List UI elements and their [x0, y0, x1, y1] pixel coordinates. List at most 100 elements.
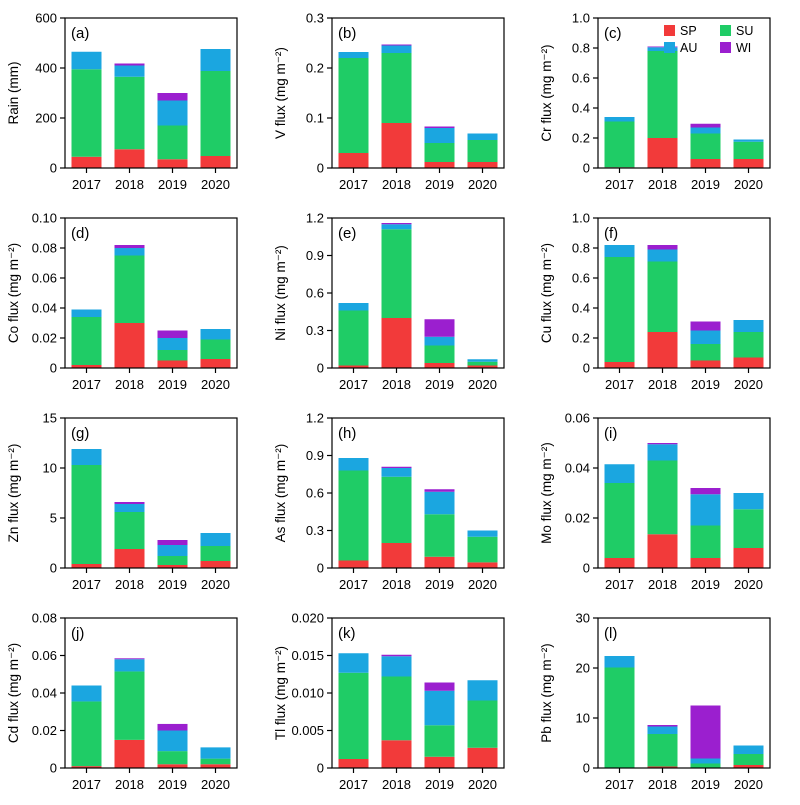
panel-label: (d)	[71, 225, 89, 242]
bar-segment-su-2017	[604, 667, 635, 768]
bar-segment-sp-2017	[604, 362, 635, 368]
bar-segment-au-2020	[733, 745, 764, 754]
panel-k: 0 0.005 0.010 0.015 0.020 2017 2018 2019 2020 (k)…	[273, 611, 505, 792]
x-tick-label: 2018	[115, 177, 144, 192]
bar-segment-wi-2018	[114, 658, 145, 660]
panel-label: (g)	[71, 425, 89, 442]
panel-h: 0 0.3 0.6 0.9 1.2 2017 2018 2019 2020 (h) As flux …	[273, 411, 505, 592]
bar-segment-au-2019	[690, 494, 721, 526]
bar-segment-wi-2019	[424, 126, 455, 128]
bar-segment-su-2017	[71, 317, 102, 365]
bar-segment-sp-2018	[647, 766, 678, 768]
bar-segment-sp-2017	[338, 365, 369, 368]
bar-segment-au-2017	[604, 656, 635, 668]
panel-label: (k)	[338, 625, 356, 642]
y-axis-label: As flux (mg m⁻²)	[273, 444, 288, 543]
bar-segment-su-2017	[604, 257, 635, 362]
bar-segment-au-2018	[381, 656, 412, 677]
bar-segment-sp-2019	[690, 558, 721, 568]
bar-segment-wi-2018	[647, 725, 678, 727]
bar-segment-sp-2017	[338, 560, 369, 568]
bar-segment-wi-2018	[647, 46, 678, 48]
bar-segment-sp-2020	[467, 747, 498, 768]
bar-segment-su-2018	[381, 676, 412, 741]
legend-swatch-wi	[720, 42, 731, 53]
panel-e: 0 0.3 0.6 0.9 1.2 2017 2018 2019 2020 (e) Ni flux …	[273, 211, 505, 392]
plot-frame	[597, 417, 771, 569]
x-tick-label: 2019	[158, 377, 187, 392]
bar-segment-sp-2019	[424, 756, 455, 768]
y-tick-label: 15	[43, 411, 57, 426]
bar-segment-sp-2020	[200, 359, 231, 368]
panel-label: (l)	[604, 625, 617, 642]
panel-f: 0 0.2 0.4 0.6 0.8 1.0 2017 2018 2019 2020 (f) Cu fl…	[539, 211, 771, 392]
plot-frame	[64, 217, 238, 369]
panel-label: (e)	[338, 225, 356, 242]
bar-segment-su-2018	[381, 53, 412, 123]
bar-segment-au-2019	[690, 758, 721, 764]
y-tick-label: 0	[583, 161, 590, 176]
x-tick-label: 2017	[339, 177, 368, 192]
bar-segment-su-2018	[381, 476, 412, 543]
y-tick-label: 0.02	[32, 331, 57, 346]
x-tick-label: 2017	[72, 577, 101, 592]
panel-label: (i)	[604, 425, 617, 442]
x-tick-label: 2017	[605, 577, 634, 592]
bar-segment-su-2020	[733, 754, 764, 765]
y-tick-label: 0	[317, 161, 324, 176]
y-tick-label: 0.04	[32, 686, 57, 701]
bar-segment-su-2018	[647, 734, 678, 767]
x-tick-label: 2020	[201, 777, 230, 792]
x-tick-label: 2019	[691, 377, 720, 392]
y-tick-label: 0.005	[291, 723, 324, 738]
x-tick-label: 2019	[425, 377, 454, 392]
bar-segment-su-2018	[647, 51, 678, 138]
bar-segment-sp-2020	[733, 765, 764, 768]
x-tick-label: 2019	[158, 777, 187, 792]
y-tick-label: 10	[576, 711, 590, 726]
panel-j: 0 0.02 0.04 0.06 0.08 2017 2018 2019 2020 (j) Cd f…	[6, 611, 238, 792]
y-tick-label: 0.02	[32, 723, 57, 738]
bar-segment-sp-2019	[424, 162, 455, 168]
y-tick-label: 0.015	[291, 648, 324, 663]
y-tick-label: 0	[317, 761, 324, 776]
x-tick-label: 2019	[158, 577, 187, 592]
legend-swatch-au	[664, 42, 675, 53]
bar-segment-sp-2019	[157, 360, 188, 368]
bar-segment-au-2019	[424, 690, 455, 726]
y-tick-label: 0.9	[306, 248, 324, 263]
bar-segment-au-2019	[424, 336, 455, 346]
bar-segment-au-2017	[338, 458, 369, 471]
y-tick-label: 20	[576, 661, 590, 676]
bar-segment-au-2018	[114, 504, 145, 512]
bar-segment-wi-2018	[647, 443, 678, 445]
panel-label: (j)	[71, 625, 84, 642]
y-tick-label: 0	[583, 561, 590, 576]
bar-segment-sp-2019	[424, 556, 455, 568]
bar-segment-sp-2018	[114, 149, 145, 168]
y-tick-label: 5	[50, 511, 57, 526]
x-tick-label: 2018	[648, 777, 677, 792]
y-tick-label: 0.4	[572, 101, 590, 116]
bar-segment-sp-2020	[467, 162, 498, 168]
y-tick-label: 0.04	[565, 461, 590, 476]
x-tick-label: 2020	[734, 377, 763, 392]
bar-segment-su-2019	[424, 345, 455, 363]
x-tick-label: 2020	[468, 577, 497, 592]
bar-segment-au-2019	[157, 545, 188, 556]
x-tick-label: 2018	[115, 377, 144, 392]
y-axis-label: Tl flux (mg m⁻²)	[273, 646, 288, 740]
y-tick-label: 0.06	[32, 648, 57, 663]
y-tick-label: 0.3	[306, 523, 324, 538]
bar-segment-wi-2019	[424, 319, 455, 337]
legend: SP SU AU WI	[664, 24, 753, 55]
panel-a: 0 200 400 600 2017 2018 2019 2020 (a) Rain (mm)	[6, 11, 238, 192]
x-tick-label: 2018	[115, 577, 144, 592]
bar-segment-su-2020	[467, 536, 498, 563]
bar-segment-sp-2019	[690, 360, 721, 368]
y-tick-label: 1.2	[306, 411, 324, 426]
x-tick-label: 2017	[605, 377, 634, 392]
bar-segment-sp-2017	[71, 156, 102, 168]
bar-segment-su-2020	[467, 361, 498, 366]
bar-segment-sp-2018	[381, 543, 412, 568]
